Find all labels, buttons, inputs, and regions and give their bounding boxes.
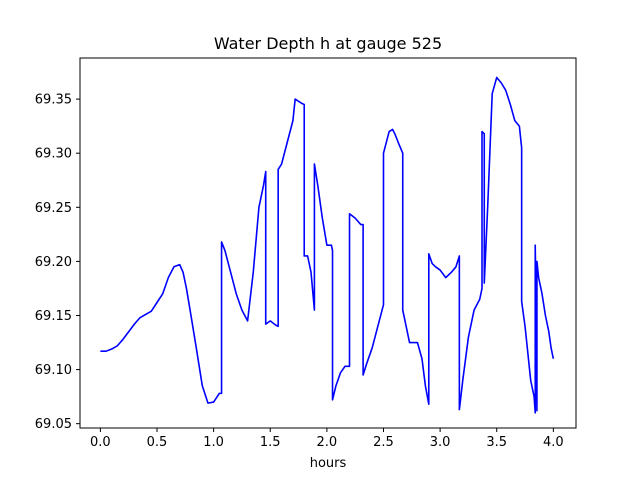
y-tick-label: 69.20 [35, 255, 72, 270]
y-axis: 69.05 69.10 69.15 69.20 69.25 69.30 69.35 [35, 93, 80, 432]
y-tick-label: 69.10 [35, 363, 72, 378]
y-tick-label: 69.35 [35, 93, 72, 108]
x-axis: 0.0 0.5 1.0 1.5 2.0 2.5 3.0 3.5 4.0 [90, 428, 564, 450]
axes-frame [79, 57, 577, 429]
x-tick-label: 2.0 [317, 435, 338, 450]
y-tick-label: 69.25 [35, 201, 72, 216]
x-tick-label: 3.0 [430, 435, 451, 450]
x-tick-label: 0.5 [147, 435, 168, 450]
series-line-water-depth [100, 76, 555, 414]
x-tick-label: 4.0 [543, 435, 564, 450]
y-tick-label: 69.15 [35, 309, 72, 324]
plot-area [79, 57, 577, 429]
x-tick-label: 2.5 [373, 435, 394, 450]
chart-title: Water Depth h at gauge 525 [214, 34, 442, 53]
x-tick-label: 1.5 [260, 435, 281, 450]
y-tick-label: 69.05 [35, 417, 72, 432]
x-axis-label: hours [310, 456, 347, 471]
x-tick-label: 3.5 [486, 435, 507, 450]
x-tick-label: 0.0 [90, 435, 111, 450]
x-tick-label: 1.0 [203, 435, 224, 450]
y-tick-label: 69.30 [35, 147, 72, 162]
